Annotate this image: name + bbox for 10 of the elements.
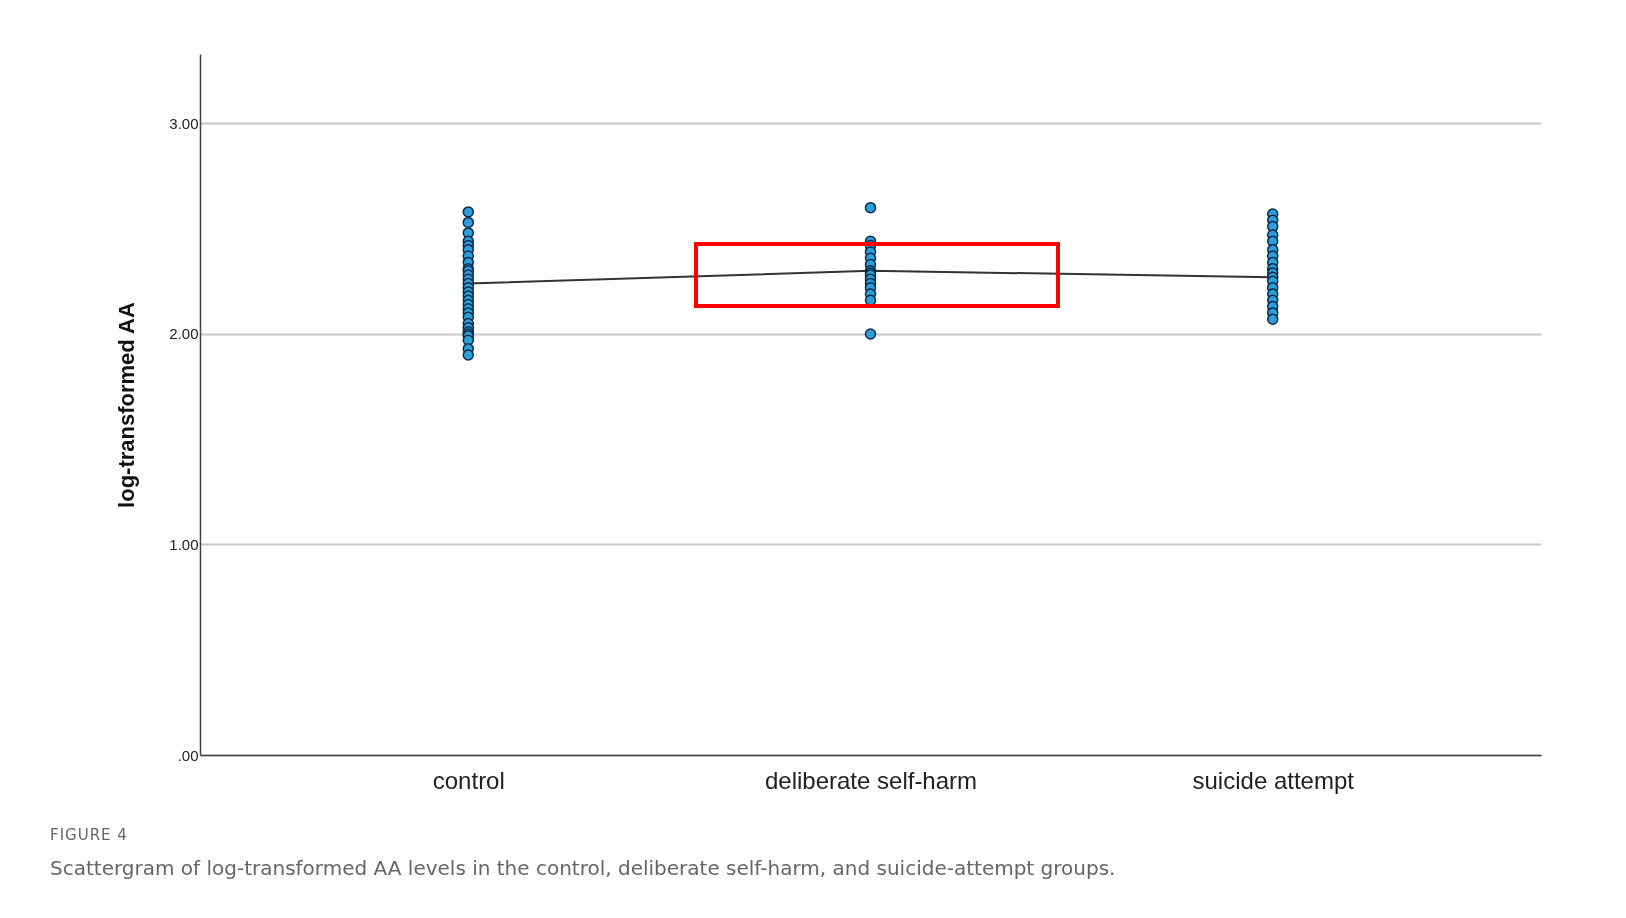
x-tick-label: control <box>432 766 505 794</box>
y-tick-label: .00 <box>177 746 199 764</box>
y-tick-label: 1.00 <box>169 535 199 553</box>
x-tick-label: suicide attempt <box>1192 766 1355 794</box>
y-tick-label: 2.00 <box>169 325 199 343</box>
x-tick-label: deliberate self-harm <box>764 766 978 794</box>
caption: FIGURE 4 <box>50 826 129 844</box>
y-tick-label: 3.00 <box>169 114 199 132</box>
y-axis-title: log-transformed AA <box>114 302 140 508</box>
text: Scattergram of log-transformed AA levels in the control, deliberate self-harm, and suicide-attempt groups. <box>50 856 1116 880</box>
